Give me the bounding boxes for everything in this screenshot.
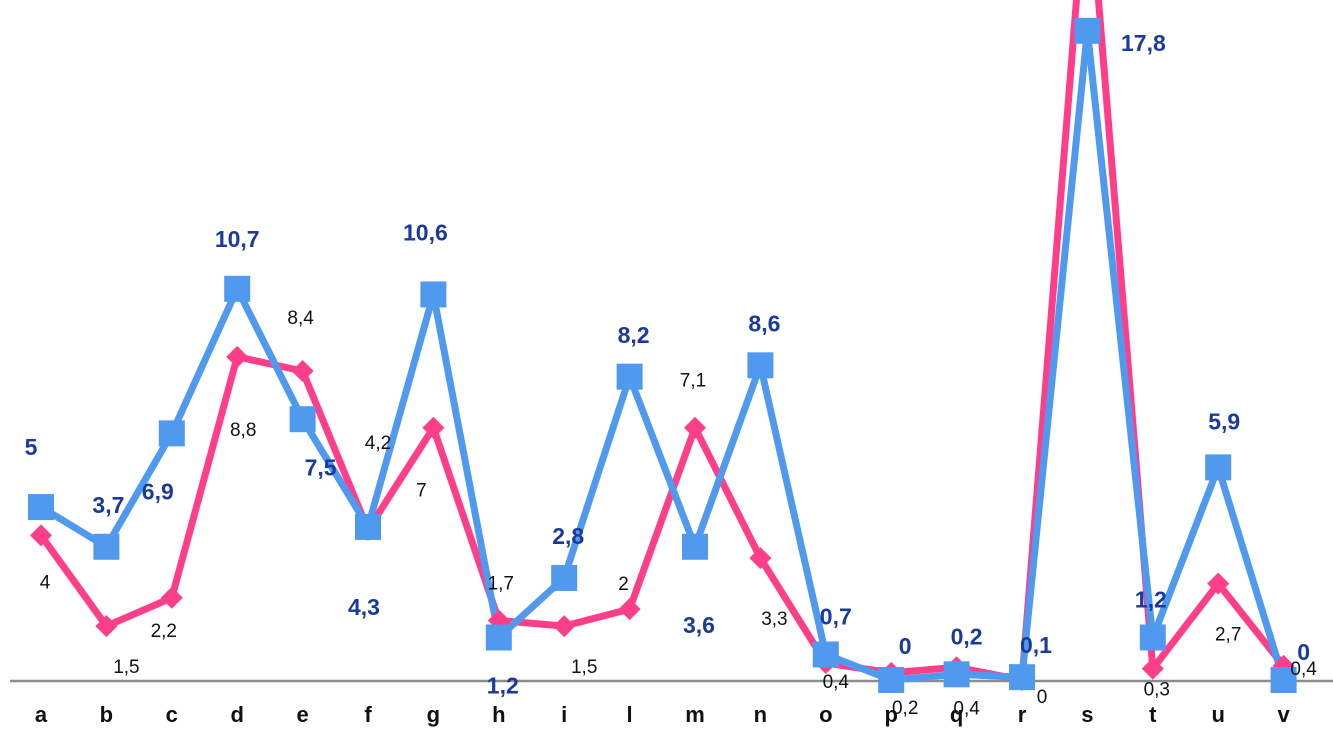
marker-square-d <box>224 275 251 302</box>
data-label-square-t: 1,2 <box>1135 587 1167 613</box>
x-tick-label-b: b <box>100 702 113 727</box>
data-label-diamond-f: 4,2 <box>365 433 391 454</box>
marker-diamond-i <box>553 615 576 638</box>
data-label-diamond-h: 1,7 <box>488 573 514 594</box>
marker-diamond-u <box>1207 572 1230 595</box>
marker-diamond-e <box>291 360 314 383</box>
x-tick-label-g: g <box>427 702 440 727</box>
marker-diamond-l <box>618 598 641 621</box>
data-label-square-q: 0,2 <box>951 623 983 649</box>
x-tick-label-d: d <box>230 702 243 727</box>
data-label-square-r: 0,1 <box>1020 632 1052 658</box>
marker-diamond-d <box>226 345 249 368</box>
x-tick-label-c: c <box>166 702 178 727</box>
data-label-square-e: 7,5 <box>305 454 337 480</box>
marker-square-a <box>28 494 54 521</box>
data-label-diamond-q: 0,4 <box>953 698 980 719</box>
data-label-diamond-b: 1,5 <box>113 657 139 678</box>
marker-diamond-b <box>95 615 118 638</box>
marker-diamond-t <box>1141 657 1164 680</box>
marker-square-s <box>1074 17 1101 44</box>
marker-square-v <box>1270 667 1297 693</box>
data-label-square-i: 2,8 <box>552 523 584 549</box>
data-label-square-s: 17,8 <box>1121 30 1166 56</box>
x-tick-label-r: r <box>1018 702 1027 727</box>
data-label-diamond-r: 0 <box>1037 687 1048 708</box>
marker-square-n <box>747 352 774 379</box>
marker-square-c <box>158 420 185 447</box>
data-label-diamond-o: 0,4 <box>823 672 850 693</box>
marker-diamond-n <box>749 547 772 570</box>
x-tick-label-a: a <box>35 702 48 727</box>
data-label-square-f: 4,3 <box>348 594 380 620</box>
x-tick-label-h: h <box>492 702 505 727</box>
x-tick-label-v: v <box>1277 702 1290 727</box>
data-label-square-n: 8,6 <box>748 310 780 336</box>
x-tick-label-s: s <box>1081 702 1093 727</box>
x-tick-label-m: m <box>685 702 705 727</box>
data-label-square-b: 3,7 <box>92 492 124 518</box>
marker-square-l <box>616 363 643 390</box>
x-tick-label-i: i <box>561 702 567 727</box>
data-label-square-h: 1,2 <box>487 673 519 699</box>
marker-diamond-a <box>30 524 52 547</box>
data-label-square-d: 10,7 <box>215 226 260 252</box>
data-labels: 41,52,28,88,44,271,71,527,13,30,40,2 0,40… <box>25 30 1318 719</box>
marker-square-g <box>420 281 447 308</box>
marker-diamond-m <box>684 416 706 439</box>
data-label-square-m: 3,6 <box>683 612 715 638</box>
data-label-square-c: 6,9 <box>142 478 174 504</box>
marker-diamond-g <box>422 416 445 439</box>
marker-diamond-c <box>160 586 183 609</box>
x-tick-label-f: f <box>364 702 372 727</box>
data-label-diamond-p: 0,2 <box>892 698 918 719</box>
data-label-square-v: 0 <box>1297 639 1310 665</box>
data-label-square-a: 5 <box>25 434 38 460</box>
data-label-square-o: 0,7 <box>820 604 852 630</box>
series-line-square <box>39 27 1287 684</box>
data-label-diamond-m: 7,1 <box>680 371 706 392</box>
marker-square-b <box>93 533 120 560</box>
marker-square-o <box>812 641 839 668</box>
data-label-diamond-i: 1,5 <box>571 657 597 678</box>
x-tick-label-q: q <box>950 702 963 727</box>
data-label-diamond-n: 3,3 <box>761 609 787 630</box>
data-label-diamond-v: 0,4 <box>1290 659 1317 680</box>
x-tick-label-e: e <box>296 702 308 727</box>
data-label-diamond-c: 2,2 <box>151 621 177 642</box>
data-label-square-g: 10,6 <box>403 220 448 246</box>
x-tick-label-n: n <box>754 702 767 727</box>
marker-square-r <box>1009 664 1035 691</box>
x-tick-label-t: t <box>1149 702 1157 727</box>
x-tick-label-l: l <box>627 702 633 727</box>
marker-square-q <box>943 661 970 688</box>
x-tick-label-o: o <box>819 702 832 727</box>
series-markers <box>28 17 1297 693</box>
data-label-square-l: 8,2 <box>618 322 650 348</box>
data-label-diamond-t: 0,3 <box>1144 680 1170 701</box>
data-label-diamond-g: 7 <box>416 481 427 502</box>
marker-square-f <box>355 513 381 540</box>
marker-square-u <box>1205 454 1232 481</box>
series-line-diamond <box>38 0 1287 684</box>
data-label-diamond-e: 8,4 <box>287 308 314 329</box>
x-tick-label-p: p <box>884 702 897 727</box>
data-label-diamond-a: 4 <box>40 572 51 593</box>
marker-square-h <box>485 624 512 651</box>
data-label-square-u: 5,9 <box>1208 408 1240 434</box>
marker-square-p <box>878 667 905 693</box>
data-label-diamond-l: 2 <box>618 574 629 595</box>
data-label-diamond-u: 2,7 <box>1215 625 1241 646</box>
x-tick-label-u: u <box>1211 702 1224 727</box>
data-label-diamond-d: 8,8 <box>230 420 256 441</box>
marker-square-e <box>289 406 316 433</box>
data-label-square-p: 0 <box>899 633 912 659</box>
marker-square-i <box>551 564 578 591</box>
marker-square-t <box>1139 624 1166 651</box>
series-lines <box>38 0 1287 684</box>
marker-square-m <box>682 533 708 560</box>
